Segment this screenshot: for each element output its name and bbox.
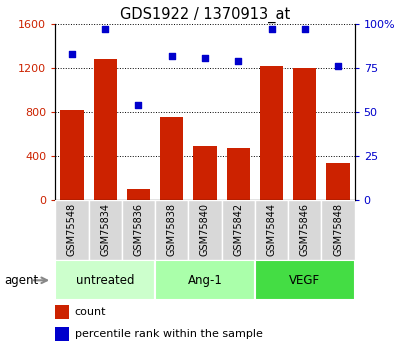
Text: count: count: [74, 307, 106, 317]
FancyBboxPatch shape: [55, 200, 88, 260]
Text: agent: agent: [4, 274, 38, 287]
Point: [301, 27, 307, 32]
FancyBboxPatch shape: [254, 200, 288, 260]
Text: GDS1922 / 1370913_at: GDS1922 / 1370913_at: [119, 7, 290, 23]
Bar: [326, 163, 349, 200]
FancyBboxPatch shape: [121, 200, 155, 260]
FancyBboxPatch shape: [55, 260, 155, 300]
Point: [334, 63, 340, 69]
FancyBboxPatch shape: [188, 200, 221, 260]
Bar: [60, 110, 83, 200]
Text: GSM75842: GSM75842: [233, 203, 243, 256]
Bar: [126, 189, 150, 200]
Point: [168, 53, 175, 59]
Point: [201, 55, 208, 60]
FancyBboxPatch shape: [88, 200, 121, 260]
FancyBboxPatch shape: [221, 200, 254, 260]
Text: GSM75834: GSM75834: [100, 203, 110, 256]
Text: GSM75548: GSM75548: [67, 203, 77, 256]
FancyBboxPatch shape: [155, 260, 254, 300]
Bar: [93, 59, 117, 200]
Text: GSM75848: GSM75848: [332, 203, 342, 256]
FancyBboxPatch shape: [155, 200, 188, 260]
Bar: [292, 68, 316, 200]
Text: VEGF: VEGF: [288, 274, 319, 287]
Bar: [55, 327, 69, 342]
FancyBboxPatch shape: [254, 260, 354, 300]
Text: Ang-1: Ang-1: [187, 274, 222, 287]
Text: GSM75836: GSM75836: [133, 203, 143, 256]
Text: GSM75846: GSM75846: [299, 203, 309, 256]
Bar: [259, 66, 283, 200]
Bar: [226, 148, 249, 200]
FancyBboxPatch shape: [321, 200, 354, 260]
Point: [234, 58, 241, 64]
Text: untreated: untreated: [76, 274, 134, 287]
Text: GSM75838: GSM75838: [166, 203, 176, 256]
Text: GSM75844: GSM75844: [266, 203, 276, 256]
Text: GSM75840: GSM75840: [200, 203, 209, 256]
Point: [69, 51, 75, 57]
Bar: [160, 117, 183, 200]
FancyBboxPatch shape: [288, 200, 321, 260]
Point: [267, 27, 274, 32]
Text: percentile rank within the sample: percentile rank within the sample: [74, 329, 262, 339]
Bar: [193, 146, 216, 200]
Point: [135, 102, 142, 108]
Bar: [55, 305, 69, 319]
Point: [102, 27, 108, 32]
